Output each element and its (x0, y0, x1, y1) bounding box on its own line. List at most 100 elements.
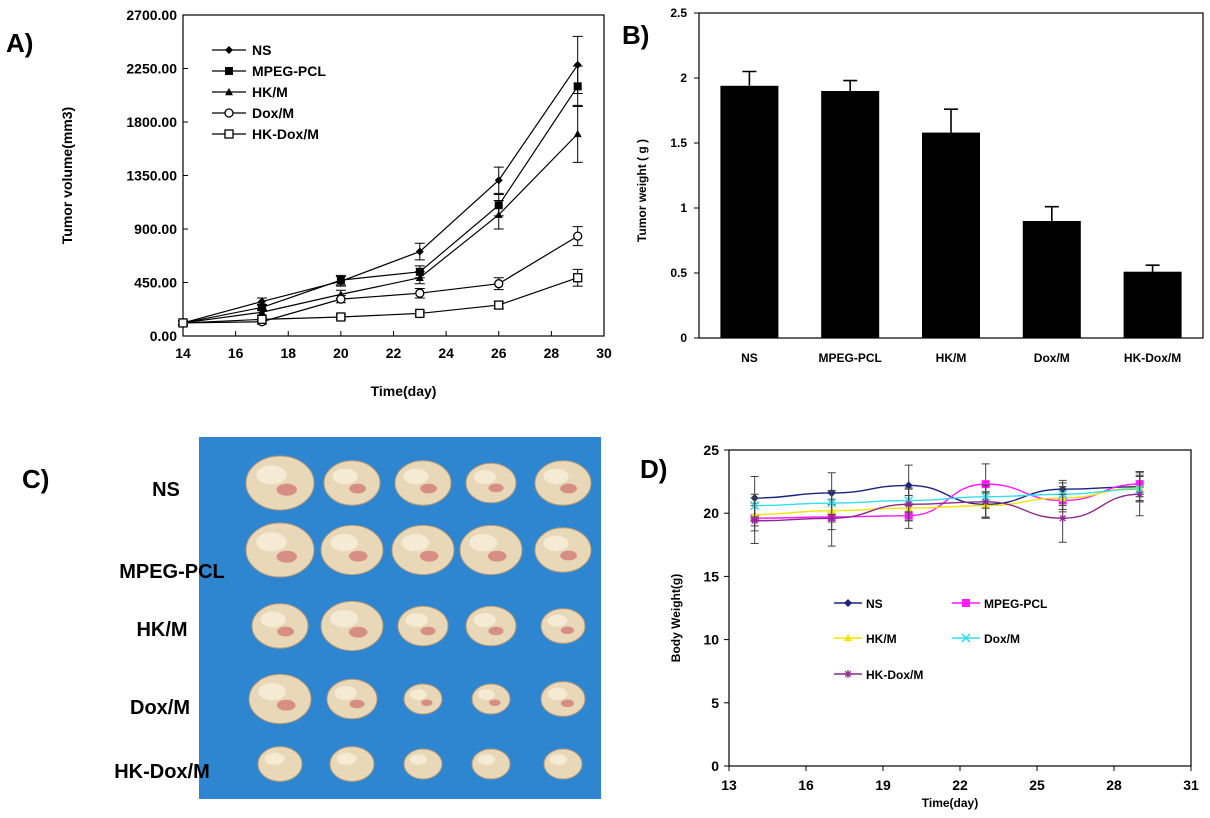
tumor-highlight (258, 683, 287, 701)
x-category-label: HK-Dox/M (1124, 351, 1181, 365)
x-tick-label: 26 (491, 345, 507, 361)
y-tick-label: 15 (703, 568, 719, 584)
x-category-label: HK/M (936, 351, 967, 365)
chart-d-body-weight: 0 5 10 15 20 25 13 16 19 22 25 28 31 Time(day) Body We… (669, 442, 1199, 810)
data-point-HK-Dox/M (573, 273, 583, 283)
y-tick-label: 0 (711, 758, 719, 774)
tumor (323, 460, 381, 506)
y-tick-label: 5 (711, 695, 719, 711)
tumor-vascular-mark (560, 626, 575, 635)
data-point-HK/M (494, 210, 503, 218)
x-tick-label: 25 (1029, 777, 1045, 793)
y-tick-label: 2.5 (670, 6, 687, 20)
error-bar (843, 79, 858, 91)
y-tick-label: 2 (680, 71, 687, 85)
tumor-highlight (330, 534, 359, 552)
data-point-MPEG-PCL (573, 82, 582, 91)
tumor-body (257, 746, 303, 782)
tumor-body (326, 678, 378, 720)
legend-label: HK/M (866, 632, 897, 646)
tumor-vascular-mark (488, 626, 504, 636)
y-axis-title: Tumor volume(mm3) (59, 107, 75, 244)
tumor-vascular-mark (488, 483, 504, 493)
tumor (465, 462, 517, 504)
tumor-highlight (477, 754, 495, 765)
y-tick-label: 0.5 (670, 266, 687, 280)
x-category-label: NS (741, 351, 758, 365)
series-line-HK-Dox/M (182, 277, 578, 324)
x-tick-label: 28 (544, 345, 560, 361)
tumor-highlight (469, 534, 498, 552)
tumor-body (471, 748, 511, 780)
legend-marker (224, 129, 234, 139)
tumor (534, 527, 592, 573)
row-label: Dox/M (130, 697, 190, 719)
y-tick-label: 0 (680, 331, 687, 345)
tumor (248, 673, 312, 725)
data-point-NS (904, 481, 913, 490)
bar-HK/M (922, 132, 980, 338)
tumor (251, 603, 309, 649)
tumor-vascular-mark (420, 626, 436, 636)
tumor-body (459, 524, 523, 576)
tumor-body (397, 605, 449, 647)
data-point-Dox/M (494, 279, 504, 289)
y-tick-label: 2700.00 (126, 7, 177, 23)
y-tick-label: 10 (703, 632, 719, 648)
tumor-vascular-mark (487, 550, 507, 562)
error-bar (944, 108, 958, 133)
tumor-highlight (549, 754, 567, 765)
tumor-highlight (473, 613, 496, 627)
data-point-HK/M (415, 273, 424, 281)
tumor (540, 608, 586, 644)
plot-frame (182, 14, 605, 337)
row-label: MPEG-PCL (119, 561, 225, 583)
tumor-vascular-mark (420, 483, 437, 494)
tumor (391, 524, 455, 576)
tumor-vascular-mark (349, 483, 366, 494)
legend-marker (225, 67, 233, 75)
tumor-vascular-mark (276, 483, 297, 496)
legend-marker (961, 633, 971, 643)
data-point-NS (494, 176, 503, 185)
tumor-highlight (336, 752, 357, 765)
data-point-HK-Dox/M (1135, 490, 1144, 499)
tumor-vascular-mark (276, 550, 297, 563)
tumor-body (403, 748, 443, 780)
tumor-vascular-mark (348, 626, 368, 638)
data-point-HK/M (257, 308, 266, 316)
data-point-HK-Dox/M (750, 516, 759, 525)
legend-label: MPEG-PCL (984, 597, 1047, 611)
tumor-body (248, 673, 312, 725)
tumor-body (534, 460, 592, 506)
legend-label: MPEG-PCL (252, 63, 326, 79)
x-tick-label: 16 (798, 777, 814, 793)
panel-c: C) NS MPEG-PCL HK/M Dox/M HK-Dox/M (22, 437, 601, 799)
tumor-body (471, 683, 511, 715)
tumor-body (543, 748, 583, 780)
tumor-highlight (543, 468, 569, 485)
x-tick-label: 19 (875, 777, 891, 793)
tumor (320, 524, 384, 576)
tumor (540, 681, 586, 717)
data-point-HK-Dox/M (178, 318, 188, 328)
x-tick-label: 22 (952, 777, 968, 793)
data-point-MPEG-PCL (981, 480, 990, 489)
data-point-HK-Dox/M (1058, 514, 1067, 523)
x-tick-label: 13 (721, 777, 737, 793)
tumor (394, 460, 452, 506)
series-line-HK/M (182, 133, 579, 324)
tumor-body (403, 683, 443, 715)
y-tick-label: 0.00 (150, 328, 177, 344)
x-tick-label: 24 (438, 345, 454, 361)
bar-NS (720, 85, 779, 338)
tumor-highlight (547, 614, 568, 627)
tumor-highlight (260, 611, 286, 628)
y-tick-label: 20 (703, 505, 719, 521)
tumor-vascular-mark (348, 550, 368, 562)
tumor-body (540, 608, 586, 644)
y-tick-label: 1350.00 (126, 168, 177, 184)
legend-label: Dox/M (252, 105, 294, 121)
tumor-body (394, 460, 452, 506)
